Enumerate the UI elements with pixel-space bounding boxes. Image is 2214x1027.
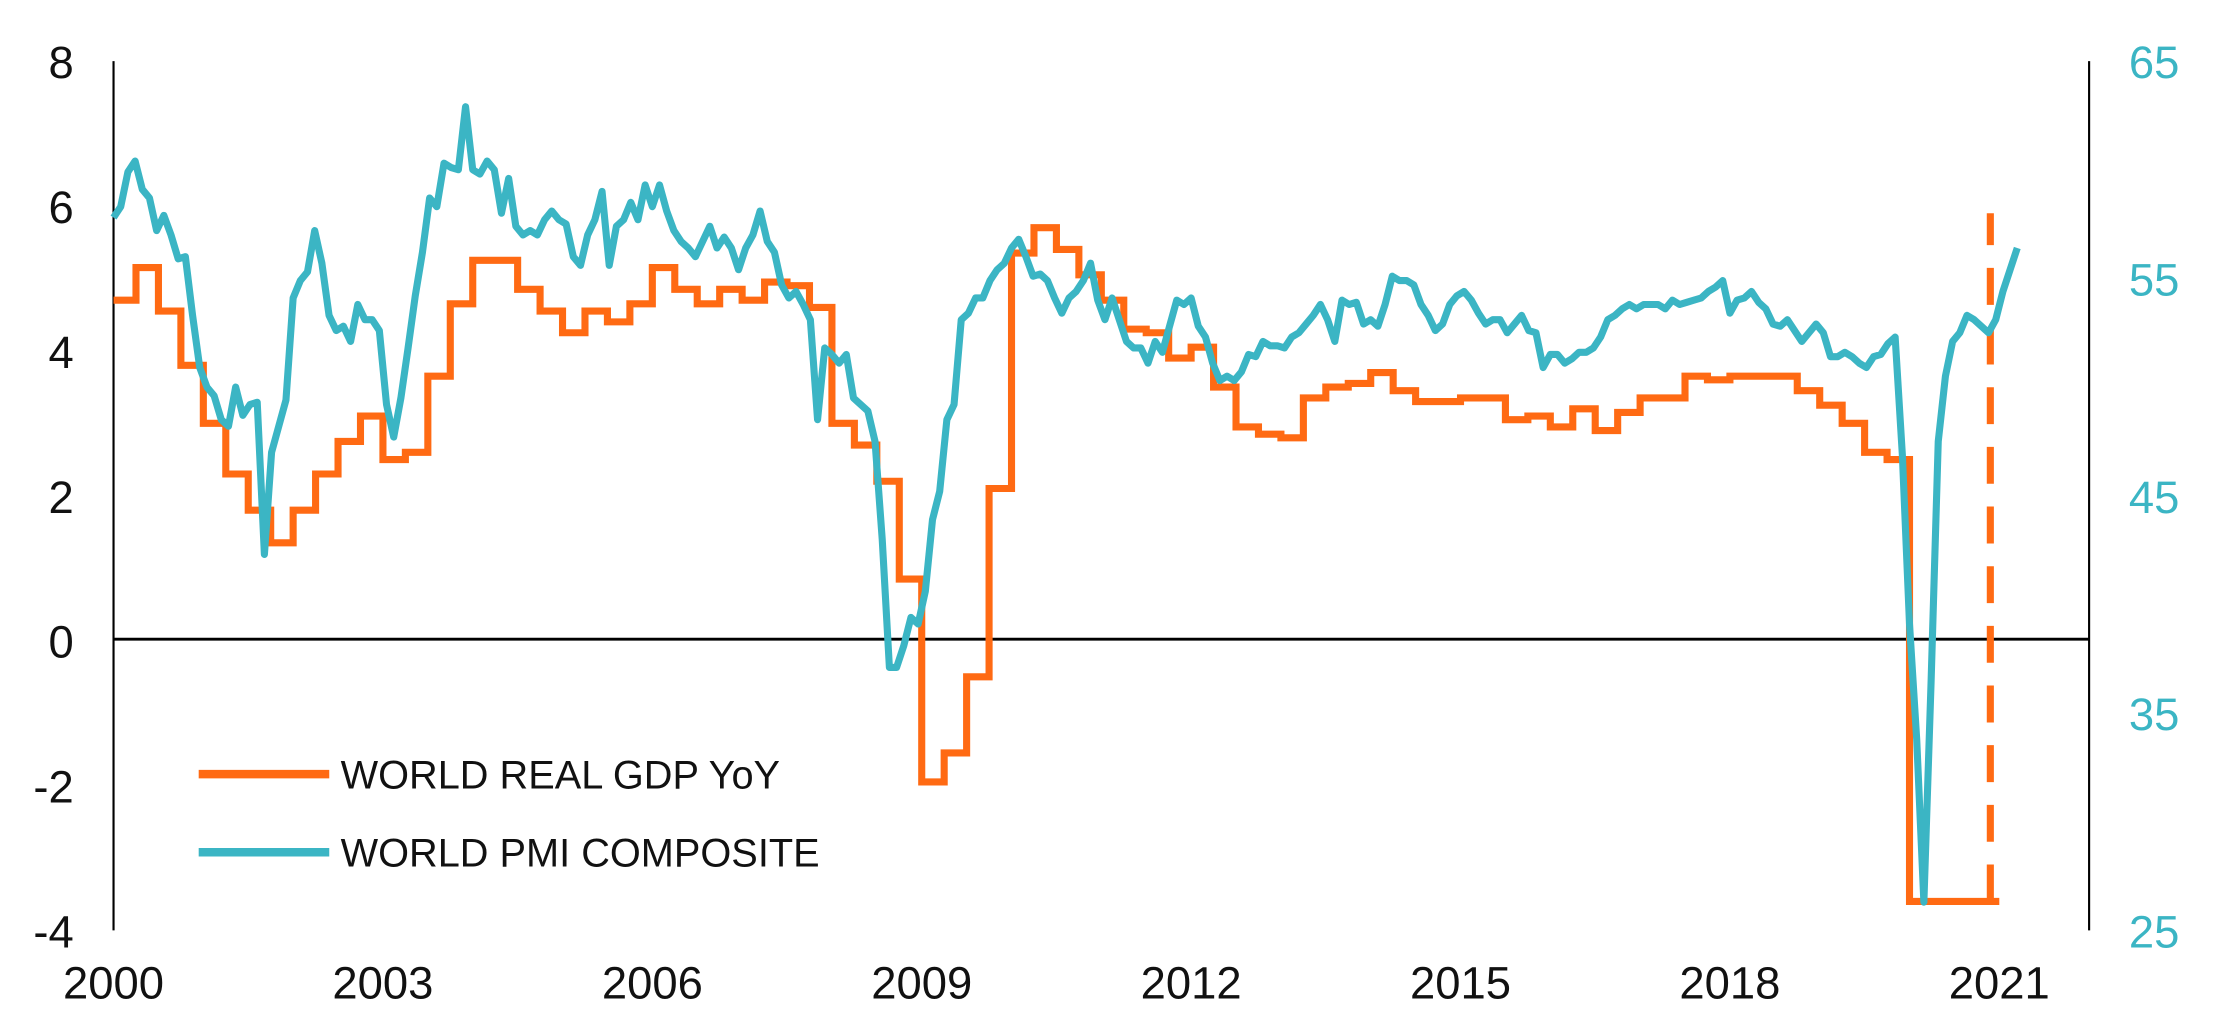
left-tick-label: -2 (33, 762, 73, 813)
legend-label-gdp: WORLD REAL GDP YoY (341, 753, 780, 797)
left-tick-label: 2 (49, 472, 74, 523)
right-tick-label: 65 (2129, 37, 2180, 88)
x-tick-label: 2006 (602, 958, 703, 1009)
x-tick-label: 2012 (1141, 958, 1242, 1009)
x-tick-label: 2015 (1410, 958, 1511, 1009)
right-tick-labels: 65 55 45 35 25 (2129, 37, 2180, 957)
x-tick-labels: 2000 2003 2006 2009 2012 2015 2018 2021 (63, 958, 2050, 1009)
left-tick-label: 6 (49, 182, 74, 233)
right-tick-label: 55 (2129, 254, 2180, 305)
pmi-series-line (110, 103, 2021, 906)
legend: WORLD REAL GDP YoY WORLD PMI COMPOSITE (198, 753, 820, 875)
right-tick-label: 45 (2129, 472, 2180, 523)
x-tick-label: 2018 (1679, 958, 1780, 1009)
left-tick-label: 0 (49, 617, 74, 668)
x-tick-label: 2009 (871, 958, 972, 1009)
gdp-series-line (113, 224, 2000, 905)
left-tick-label: 4 (49, 327, 74, 378)
left-tick-labels: 8 6 4 2 0 -2 -4 (33, 37, 73, 957)
x-tick-label: 2021 (1949, 958, 2050, 1009)
right-tick-label: 25 (2129, 906, 2180, 957)
series-group (110, 103, 2021, 906)
left-tick-label: -4 (33, 906, 73, 957)
axes (112, 61, 2091, 931)
x-tick-label: 2000 (63, 958, 164, 1009)
left-tick-label: 8 (49, 37, 74, 88)
x-tick-label: 2003 (332, 958, 433, 1009)
legend-label-pmi: WORLD PMI COMPOSITE (341, 831, 820, 875)
right-tick-label: 35 (2129, 689, 2180, 740)
